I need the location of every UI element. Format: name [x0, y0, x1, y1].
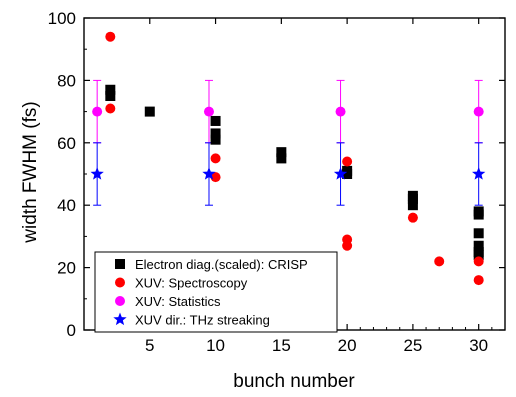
y-tick-label: 80 — [57, 71, 76, 90]
legend-marker-xuv-dir-thz-streaking — [113, 312, 127, 326]
y-tick-label: 20 — [57, 259, 76, 278]
point-electron-diag-scaled-crisp — [276, 153, 287, 164]
x-tick-label: 25 — [403, 336, 422, 355]
y-axis-title: width FWHM (fs) — [20, 101, 41, 243]
point-xuv-dir-thz-streaking — [90, 167, 104, 180]
legend-box — [94, 251, 338, 333]
legend-label-xuv-dir-thz-streaking: XUV dir.: THz streaking — [135, 313, 270, 328]
point-xuv-spectroscopy — [105, 31, 116, 42]
error-bars — [93, 79, 483, 206]
point-electron-diag-scaled-crisp — [473, 209, 484, 220]
point-xuv-spectroscopy — [342, 240, 353, 251]
x-tick-label: 20 — [338, 336, 357, 355]
legend-marker-xuv-statistics — [115, 296, 125, 306]
point-electron-diag-scaled-crisp — [473, 228, 484, 239]
y-tick-label: 100 — [48, 9, 76, 28]
point-xuv-statistics — [203, 106, 214, 117]
point-xuv-statistics — [473, 106, 484, 117]
point-xuv-spectroscopy — [342, 156, 353, 167]
point-electron-diag-scaled-crisp — [473, 250, 484, 261]
point-xuv-spectroscopy — [105, 103, 116, 114]
axis-ticks: 5 10 15 20 25 30 0 20 40 60 80 100 — [48, 9, 505, 355]
point-xuv-dir-thz-streaking — [333, 167, 348, 180]
y-tick-label: 40 — [57, 196, 76, 215]
legend-label-xuv-spectroscopy: XUV: Spectroscopy — [135, 276, 248, 291]
point-electron-diag-scaled-crisp — [342, 169, 353, 179]
point-electron-diag-scaled-crisp — [144, 106, 155, 117]
legend-marker-electron-diag-scaled-crisp — [115, 259, 125, 269]
point-xuv-dir-thz-streaking — [472, 167, 486, 180]
point-xuv-spectroscopy — [473, 275, 484, 286]
point-electron-diag-scaled-crisp — [407, 200, 418, 211]
legend-label-electron-diag-scaled-crisp: Electron diag.(scaled): CRISP — [135, 257, 308, 272]
point-electron-diag-scaled-crisp — [473, 240, 484, 251]
point-electron-diag-scaled-crisp — [105, 91, 116, 101]
data-markers — [90, 31, 486, 286]
x-tick-label: 15 — [272, 336, 291, 355]
legend-marker-xuv-spectroscopy — [115, 277, 125, 288]
point-electron-diag-scaled-crisp — [276, 147, 287, 158]
point-xuv-statistics — [335, 106, 346, 117]
y-tick-label: 0 — [67, 321, 76, 340]
point-electron-diag-scaled-crisp — [210, 115, 221, 126]
point-xuv-dir-thz-streaking — [202, 167, 216, 180]
point-xuv-spectroscopy — [473, 256, 484, 267]
x-tick-label: 30 — [469, 336, 488, 355]
point-xuv-spectroscopy — [434, 256, 445, 267]
x-tick-label: 10 — [206, 336, 225, 355]
x-tick-label: 5 — [145, 336, 154, 355]
point-xuv-spectroscopy — [210, 153, 221, 164]
point-electron-diag-scaled-crisp — [105, 84, 116, 95]
y-tick-label: 60 — [57, 134, 76, 153]
point-electron-diag-scaled-crisp — [210, 134, 221, 145]
point-electron-diag-scaled-crisp — [210, 128, 221, 139]
point-xuv-statistics — [92, 106, 103, 117]
legend-label-xuv-statistics: XUV: Statistics — [135, 294, 221, 309]
point-xuv-spectroscopy — [407, 212, 418, 223]
x-axis-title: bunch number — [233, 371, 355, 392]
legend: Electron diag.(scaled): CRISP XUV: Spectr… — [94, 251, 338, 333]
point-electron-diag-scaled-crisp — [407, 193, 418, 204]
